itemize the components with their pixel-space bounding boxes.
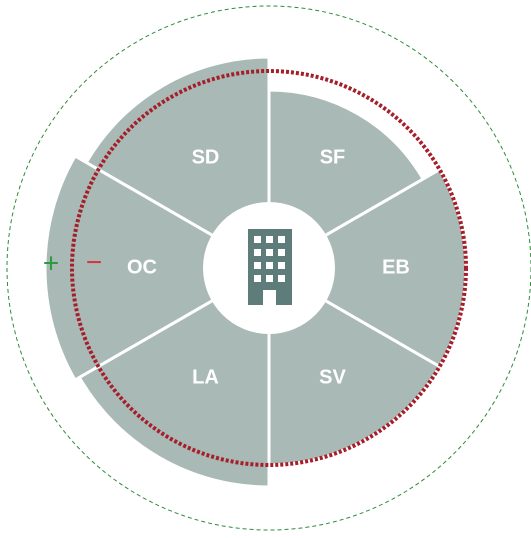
segment-label: SF (320, 146, 346, 168)
segment-label: LA (192, 366, 219, 388)
segment-label: SD (192, 146, 220, 168)
segment (84, 55, 271, 271)
segment-label: SV (319, 366, 346, 388)
segment (43, 153, 273, 383)
segment-label: OC (127, 256, 157, 278)
outer-ring (6, 5, 531, 531)
target-ring (70, 69, 468, 467)
building-icon (248, 229, 292, 305)
plus-button[interactable]: + (43, 247, 59, 278)
minus-button[interactable]: − (86, 246, 102, 277)
segment (77, 265, 271, 489)
segment-label: EB (382, 256, 410, 278)
